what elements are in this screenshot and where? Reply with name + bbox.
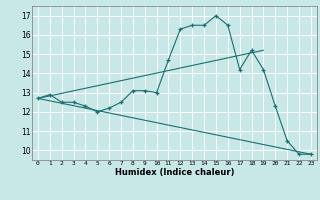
- X-axis label: Humidex (Indice chaleur): Humidex (Indice chaleur): [115, 168, 234, 177]
